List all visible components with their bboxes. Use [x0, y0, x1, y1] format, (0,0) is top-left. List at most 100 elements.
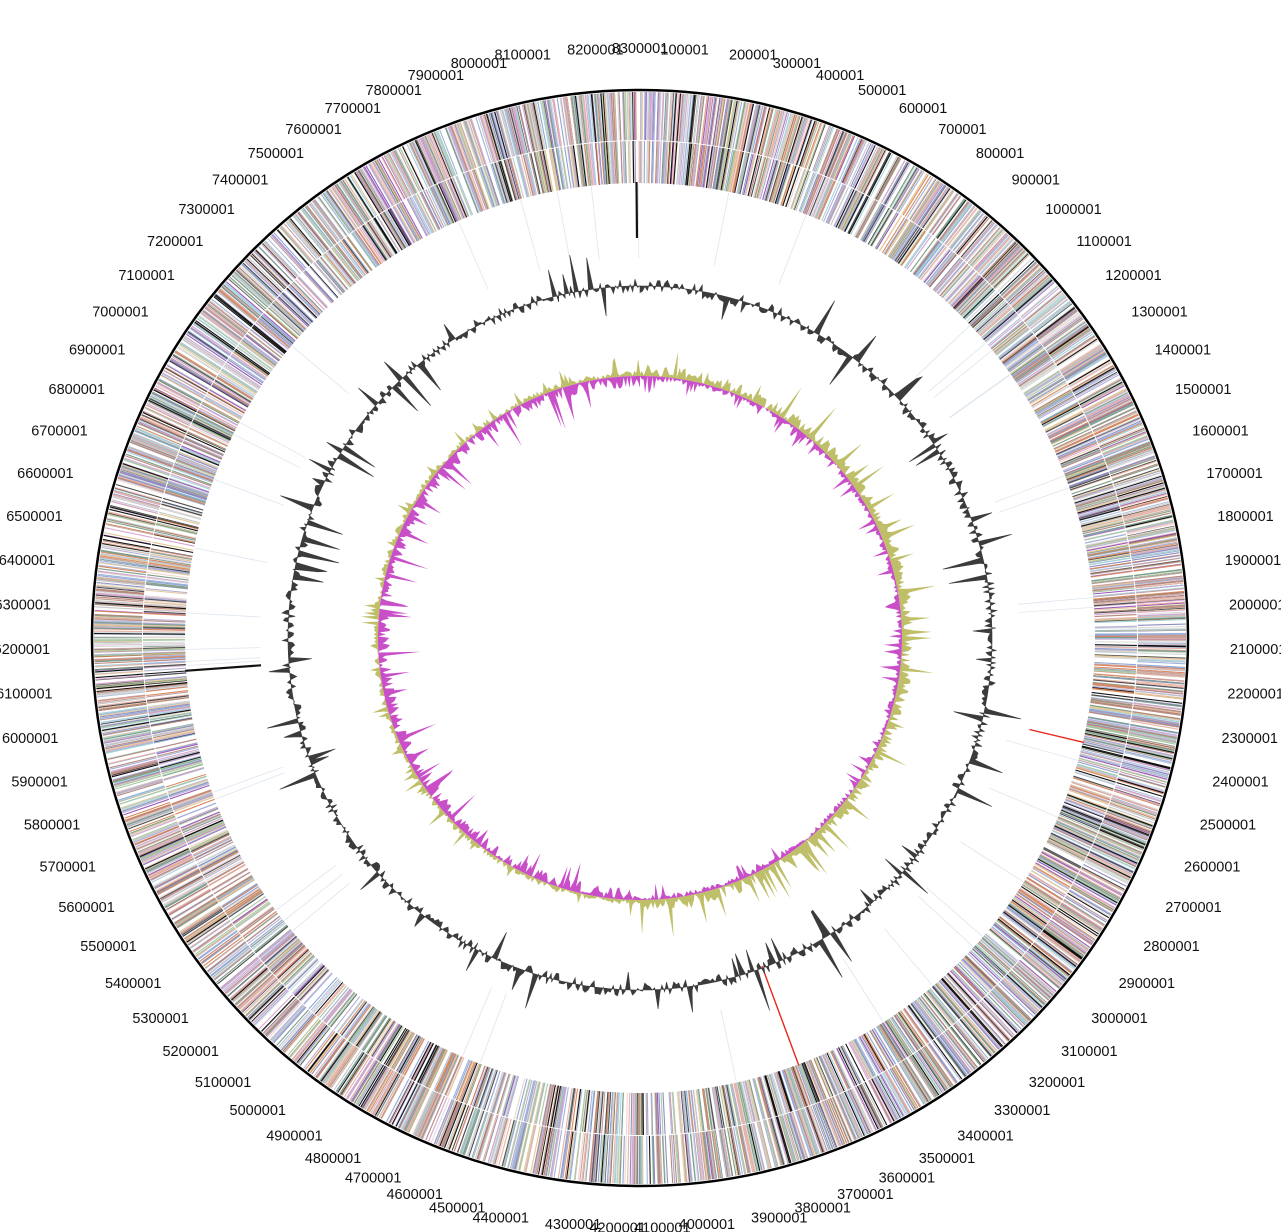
rna-feature-mark [185, 664, 262, 672]
tick-label: 6200001 [0, 642, 50, 658]
rna-feature-mark [291, 345, 350, 395]
tick-label: 3900001 [751, 1211, 807, 1227]
rna-feature-mark [933, 350, 992, 398]
tick-label: 2400001 [1212, 775, 1268, 791]
tick-label: 7700001 [325, 101, 381, 117]
tick-label: 8300001 [612, 41, 668, 57]
tick-label: 4800001 [305, 1151, 361, 1167]
tick-label: 5600001 [58, 900, 114, 916]
tick-label: 3100001 [1061, 1044, 1117, 1060]
rna-feature-mark [928, 342, 986, 392]
rna-feature-mark [998, 487, 1069, 513]
tick-label: 7100001 [118, 268, 174, 284]
tick-label: 1500001 [1175, 382, 1231, 398]
rna-feature-mark [1029, 728, 1085, 744]
tick-label: 1700001 [1206, 466, 1262, 482]
tick-label: 900001 [1012, 173, 1060, 189]
tick-label: 5700001 [40, 859, 96, 875]
rna-feature-mark [276, 865, 336, 911]
rna-feature-mark [720, 1009, 737, 1082]
tick-label: 6600001 [17, 466, 73, 482]
tick-label: 2200001 [1227, 687, 1281, 703]
tick-label: 7500001 [248, 146, 304, 162]
tick-label: 1900001 [1225, 553, 1281, 569]
tick-label: 7300001 [178, 202, 234, 218]
rna-feature-mark [214, 479, 285, 506]
tick-label: 7200001 [147, 234, 203, 250]
tick-label: 2700001 [1165, 900, 1221, 916]
tick-label: 1000001 [1045, 202, 1101, 218]
rna-feature-mark [556, 191, 571, 265]
tick-label: 7900001 [408, 68, 464, 84]
tick-label: 4900001 [266, 1128, 322, 1144]
rna-feature-mark [761, 965, 800, 1066]
tick-label: 6500001 [6, 509, 62, 525]
rna-feature-mark [520, 199, 541, 272]
tick-label: 4200001 [589, 1221, 645, 1232]
rna-feature-mark [186, 660, 261, 666]
cds-feature-group [94, 92, 1187, 1185]
tick-label: 6100001 [0, 687, 53, 703]
tick-label: 7000001 [92, 304, 148, 320]
tick-label: 2000001 [1229, 598, 1281, 614]
tick-label: 700001 [938, 122, 986, 138]
tick-label: 7400001 [212, 173, 268, 189]
tick-label: 1600001 [1192, 423, 1248, 439]
tick-label: 4500001 [429, 1200, 485, 1216]
tick-label: 7800001 [366, 83, 422, 99]
tick-label: 2300001 [1222, 731, 1278, 747]
tick-label: 7600001 [285, 122, 341, 138]
rna-feature-mark [778, 215, 807, 285]
tick-label: 4100001 [634, 1221, 690, 1232]
cds-feature-group [143, 141, 1137, 1135]
rna-feature-mark [186, 657, 261, 662]
tick-label: 1200001 [1105, 268, 1161, 284]
rna-feature-mark [462, 987, 492, 1057]
tick-label: 5800001 [24, 818, 80, 834]
tick-label: 8000001 [451, 56, 507, 72]
tick-label: 6300001 [0, 598, 51, 614]
tick-label: 6700001 [31, 423, 87, 439]
tick-label: 6000001 [2, 731, 58, 747]
rna-feature-mark [949, 374, 1010, 418]
rna-feature-mark [240, 422, 306, 459]
tick-label: 3200001 [1029, 1075, 1085, 1091]
rna-feature-mark [284, 873, 343, 921]
rna-feature-mark [843, 958, 884, 1022]
rna-feature-mark [292, 882, 350, 932]
rna-feature-mark [1005, 739, 1078, 761]
tick-label: 2800001 [1143, 939, 1199, 955]
tick-label: 3800001 [795, 1200, 851, 1216]
gc-content-plot [267, 254, 1022, 1013]
rna-feature-mark [994, 475, 1065, 503]
rna-feature-mark [926, 887, 983, 937]
gc-skew-plot [360, 351, 937, 938]
tick-label: 4400001 [473, 1211, 529, 1227]
tick-label: 5100001 [195, 1075, 251, 1091]
gc-content-area [267, 254, 1022, 1013]
rna-feature-mark [186, 647, 261, 650]
rna-feature-mark [713, 192, 730, 266]
tick-label: 1400001 [1155, 343, 1211, 359]
tick-label: 3700001 [837, 1187, 893, 1203]
rna-feature-mark [960, 841, 1024, 882]
tick-label: 5000001 [230, 1103, 286, 1119]
tick-label: 2900001 [1119, 976, 1175, 992]
tick-label: 6900001 [69, 343, 125, 359]
tick-label: 500001 [858, 83, 906, 99]
cds-feature-group [93, 92, 1187, 1185]
tick-label: 8100001 [495, 48, 551, 64]
rna-feature-mark [194, 547, 268, 563]
cds-feature-group [93, 92, 1186, 1184]
tick-label: 5200001 [162, 1044, 218, 1060]
tick-label: 4300001 [545, 1217, 601, 1232]
rna-feature-mark [479, 993, 507, 1064]
tick-label: 6400001 [0, 553, 55, 569]
gc-skew-positive-area [360, 351, 937, 938]
tick-label: 5300001 [132, 1011, 188, 1027]
tick-label: 2100001 [1230, 642, 1281, 658]
backbone-circle [90, 88, 1190, 1188]
tick-label: 1800001 [1217, 509, 1273, 525]
tick-label: 800001 [976, 146, 1024, 162]
